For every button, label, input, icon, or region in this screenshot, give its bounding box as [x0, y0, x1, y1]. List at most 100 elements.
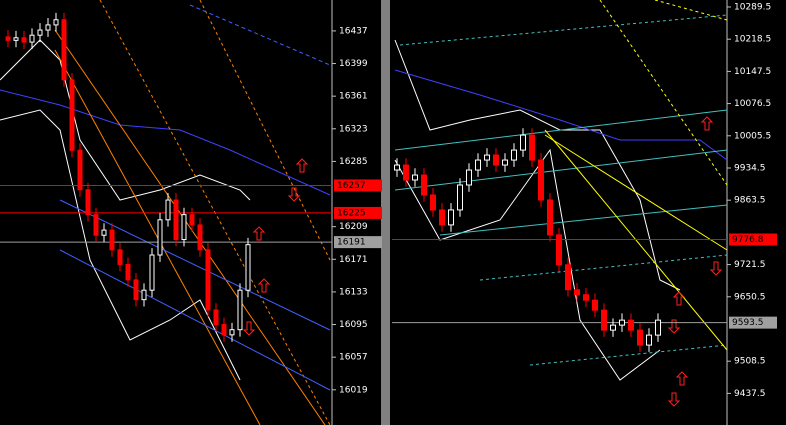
level-label: 9593.5 [732, 318, 764, 328]
level-label-box [334, 206, 382, 219]
trend-line [599, 0, 728, 186]
arrow-down [242, 321, 256, 336]
candle-body [547, 199, 553, 236]
arrow-down [287, 187, 301, 202]
level-label: 16225 [337, 208, 366, 218]
candle-body [457, 184, 463, 211]
candle-body [529, 134, 535, 161]
y-tick-label: 16437 [339, 26, 368, 36]
candle-body [637, 329, 643, 346]
y-tick-label: 9934.5 [734, 163, 766, 173]
trend-line [54, 29, 326, 425]
channel-line [59, 249, 331, 391]
y-tick-label: 10005.5 [734, 131, 771, 141]
channel-line [189, 4, 331, 66]
channel-line [394, 149, 728, 191]
arrow-up [257, 278, 271, 293]
channel-line [59, 199, 331, 331]
candle-body [592, 299, 598, 311]
candle-body [189, 214, 195, 226]
trend-line [199, 0, 331, 261]
candle-body [213, 309, 219, 326]
arrow-up [700, 116, 714, 131]
channel-line [394, 109, 728, 151]
trend-line [654, 0, 728, 21]
candle-body [466, 169, 472, 186]
candle-body [237, 289, 243, 331]
y-tick-label: 16399 [339, 59, 368, 69]
channel-line [439, 204, 728, 236]
candle-body [5, 36, 11, 41]
candle-body [403, 164, 409, 181]
y-tick-label: 9650.5 [734, 292, 766, 302]
level-label-box [334, 236, 382, 249]
candle-body [421, 174, 427, 196]
candle-body [520, 134, 526, 151]
candle-body [394, 164, 400, 171]
y-tick-label: 16133 [339, 287, 368, 297]
candle-body [197, 224, 203, 251]
y-tick-label: 16209 [339, 222, 368, 232]
level-label: 16257 [337, 181, 366, 191]
level-label-box [729, 316, 777, 329]
candle-body [13, 37, 19, 41]
arrow-up [252, 226, 266, 241]
candle-body [646, 334, 652, 346]
y-tick-label: 16285 [339, 157, 368, 167]
candle-body [412, 174, 418, 181]
y-tick-label: 16057 [339, 353, 368, 363]
y-tick-label: 9437.5 [734, 389, 766, 399]
candle-body [37, 29, 43, 36]
candle-body [173, 199, 179, 241]
level-label-box [334, 179, 382, 192]
candle-body [181, 214, 187, 241]
signal-arrows [242, 116, 723, 407]
candle-body [619, 319, 625, 326]
candle-body [430, 194, 436, 211]
candle-body [29, 34, 35, 43]
arrow-up [295, 158, 309, 173]
y-tick-label: 10218.5 [734, 35, 771, 45]
level-label: 9776.8 [732, 235, 764, 245]
candle-body [141, 289, 147, 301]
candle-body [448, 209, 454, 226]
y-tick-label: 9863.5 [734, 196, 766, 206]
candle-body [53, 19, 59, 26]
channel-line [399, 14, 728, 46]
candle-body [439, 209, 445, 226]
candle-body [628, 319, 634, 331]
candle-body [125, 263, 131, 281]
panel-separator [381, 0, 390, 425]
arrow-down [667, 319, 681, 334]
arrow-down [667, 392, 681, 407]
moving-average [0, 89, 331, 196]
candle-body [574, 289, 580, 296]
y-tick-label: 16361 [339, 92, 368, 102]
candle-body [93, 214, 99, 236]
candle-body [165, 199, 171, 221]
candle-body [101, 229, 107, 236]
trend-line [544, 134, 728, 251]
candle-body [655, 319, 661, 336]
candle-body [229, 329, 235, 336]
y-tick-label: 16019 [339, 385, 368, 395]
arrow-up [675, 371, 689, 386]
bollinger-band [0, 109, 241, 381]
y-tick-label: 10147.5 [734, 67, 771, 77]
candle-body [149, 254, 155, 291]
moving-average [394, 69, 728, 161]
candle-body [117, 249, 123, 265]
candle-body [475, 159, 481, 171]
candle-body [21, 37, 27, 43]
candle-body [484, 154, 490, 161]
candle-body [610, 324, 616, 331]
candle-body [69, 79, 75, 151]
candle-body [502, 159, 508, 166]
candle-body [556, 234, 562, 266]
candle-body [221, 324, 227, 336]
candle-body [61, 19, 67, 81]
candle-body [565, 264, 571, 291]
candle-body [133, 279, 139, 301]
y-tick-label: 9721.5 [734, 260, 766, 270]
